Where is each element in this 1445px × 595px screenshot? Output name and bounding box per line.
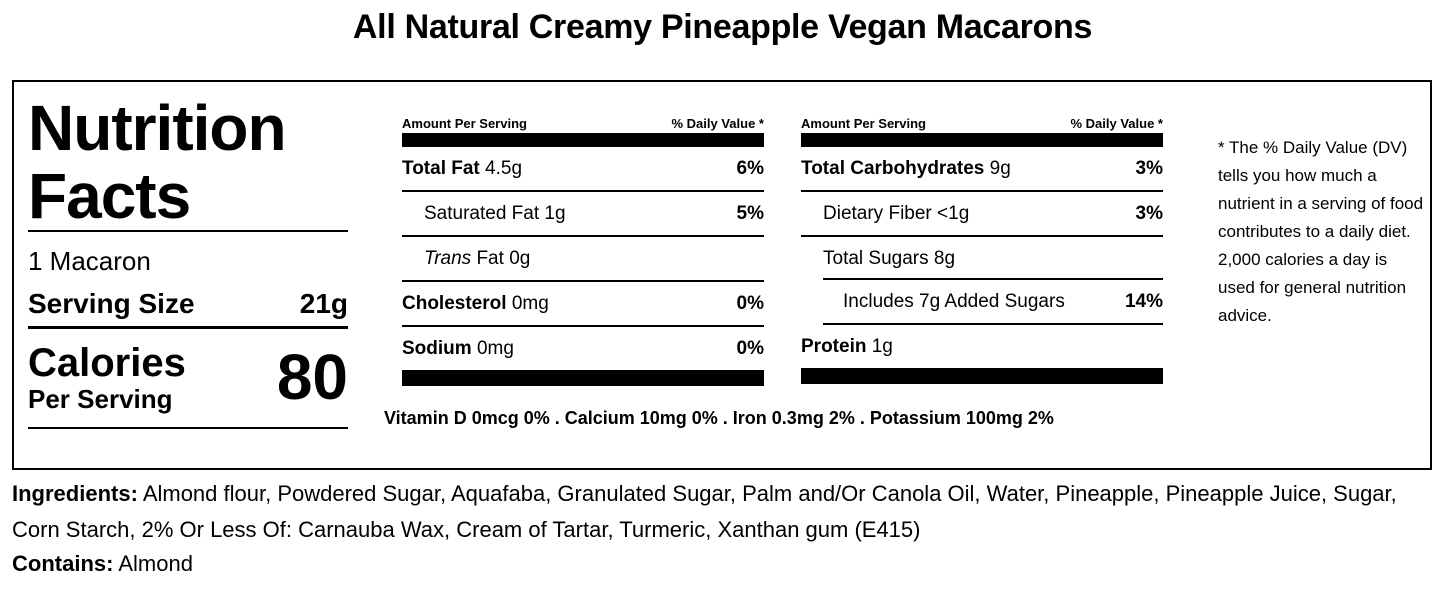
daily-value: 3%: [1135, 202, 1163, 224]
daily-value: 3%: [1135, 157, 1163, 179]
nutrient-row-cholesterol: Cholesterol 0mg 0%: [402, 282, 764, 327]
ingredients-label: Ingredients:: [12, 481, 138, 506]
allergen-statement: Contains: Almond: [12, 548, 193, 580]
nutrient-row-saturated-fat: Saturated Fat 1g 5%: [402, 192, 764, 237]
ingredients-text: Almond flour, Powdered Sugar, Aquafaba, …: [12, 481, 1397, 542]
nutrient-column-1: Amount Per Serving % Daily Value * Total…: [402, 116, 764, 386]
nutrient-row-total-sugars: Total Sugars 8g: [823, 247, 956, 269]
contains-label: Contains:: [12, 551, 114, 576]
nutrient-row-dietary-fiber: Dietary Fiber <1g 3%: [801, 192, 1163, 237]
column-header: Amount Per Serving % Daily Value *: [801, 116, 1163, 147]
nutrition-facts-panel: Nutrition Facts 1 Macaron Serving Size 2…: [12, 80, 1432, 470]
nutrient-row-added-sugars: Includes 7g Added Sugars 14%: [823, 278, 1163, 325]
daily-value-footnote: * The % Daily Value (DV) tells you how m…: [1218, 138, 1424, 325]
calories-value: 80: [276, 341, 348, 413]
calories-sub-label: Per Serving: [28, 384, 173, 414]
daily-value-label: % Daily Value *: [671, 116, 765, 131]
serving-size-label: Serving Size: [28, 288, 195, 319]
column-bottom-bar: [801, 368, 1163, 384]
nutrient-row-trans-fat: Trans Fat 0g: [402, 237, 764, 282]
nutrient-row-total-carbohydrates: Total Carbohydrates 9g 3%: [801, 147, 1163, 192]
nutrient-column-2: Amount Per Serving % Daily Value * Total…: [801, 116, 1163, 384]
amount-per-serving-label: Amount Per Serving: [801, 116, 926, 131]
daily-value: 0%: [736, 337, 764, 359]
heading-line-2: Facts: [28, 160, 191, 232]
ingredients-list: Ingredients: Almond flour, Powdered Suga…: [12, 476, 1412, 548]
daily-value: 5%: [736, 202, 764, 224]
nutrient-row-protein: Protein 1g: [801, 335, 893, 357]
nutrition-facts-heading: Nutrition Facts: [28, 94, 348, 230]
heading-line-1: Nutrition: [28, 92, 287, 164]
daily-value: 14%: [1124, 290, 1163, 312]
calories-label: Calories: [28, 341, 186, 385]
serving-size-row: Serving Size 21g: [28, 288, 348, 329]
nutrient-row-sodium: Sodium 0mg 0%: [402, 337, 764, 359]
column-bottom-bar: [402, 370, 764, 386]
servings-per-container: 1 Macaron: [28, 246, 151, 276]
daily-value-label: % Daily Value *: [1070, 116, 1164, 131]
serving-size-value: 21g: [299, 288, 348, 319]
product-title: All Natural Creamy Pineapple Vegan Macar…: [352, 8, 1093, 46]
nutrient-row-total-fat: Total Fat 4.5g 6%: [402, 147, 764, 192]
daily-value: 0%: [736, 292, 764, 314]
vitamins-minerals: Vitamin D 0mcg 0% . Calcium 10mg 0% . Ir…: [384, 408, 1054, 428]
calories-row: Calories Per Serving 80: [28, 329, 348, 429]
amount-per-serving-label: Amount Per Serving: [402, 116, 527, 131]
daily-value: 6%: [736, 157, 764, 179]
column-header: Amount Per Serving % Daily Value *: [402, 116, 764, 147]
nutrition-summary: Nutrition Facts 1 Macaron Serving Size 2…: [28, 94, 348, 429]
divider: [28, 230, 348, 232]
contains-text: Almond: [118, 551, 193, 576]
